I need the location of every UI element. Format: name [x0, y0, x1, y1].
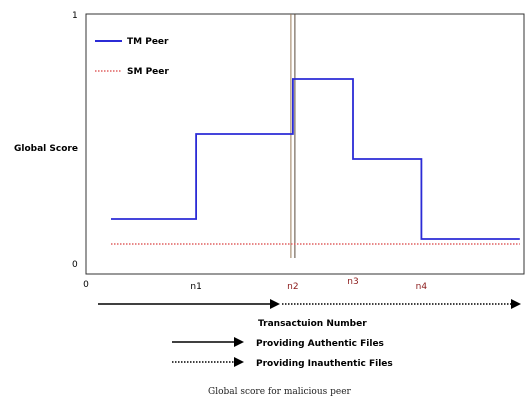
x-tick-label: n4: [416, 282, 428, 292]
x-tick-label: 0: [83, 280, 89, 290]
x-axis-label: Transactuion Number: [258, 319, 367, 329]
legend: TM Peer SM Peer: [95, 37, 169, 77]
y-tick-labels: 01: [72, 11, 78, 270]
x-tick-label: n2: [287, 282, 298, 292]
arrow-legend-inauthentic-label: Providing Inauthentic Files: [256, 359, 393, 369]
series-lines: [111, 78, 520, 245]
arrow-legend-authentic-head: [234, 337, 244, 347]
series-line-tm-peer: [111, 78, 520, 240]
arrow-legend-inauthentic-head: [234, 357, 244, 367]
legend-label-sm-peer: SM Peer: [127, 67, 169, 77]
arrow-legend-authentic-label: Providing Authentic Files: [256, 339, 384, 349]
vertical-markers: [290, 14, 296, 258]
transaction-axis-arrow: [98, 299, 521, 309]
figure-caption: Global score for malicious peer: [208, 387, 352, 397]
x-tick-label: n1: [190, 282, 201, 292]
arrow-authentic-head: [270, 299, 280, 309]
x-tick-labels: 0 n1 n2 n3 n4: [83, 277, 427, 292]
plot-area-frame: [85, 13, 525, 275]
y-tick-label: 0: [72, 260, 78, 270]
arrow-legend: Providing Authentic Files Providing Inau…: [172, 337, 393, 369]
y-tick-label: 1: [72, 11, 78, 21]
y-axis-label: Global Score: [14, 144, 78, 154]
x-tick-label: n3: [347, 277, 358, 287]
arrow-inauthentic-head: [511, 299, 521, 309]
legend-label-tm-peer: TM Peer: [127, 37, 169, 47]
